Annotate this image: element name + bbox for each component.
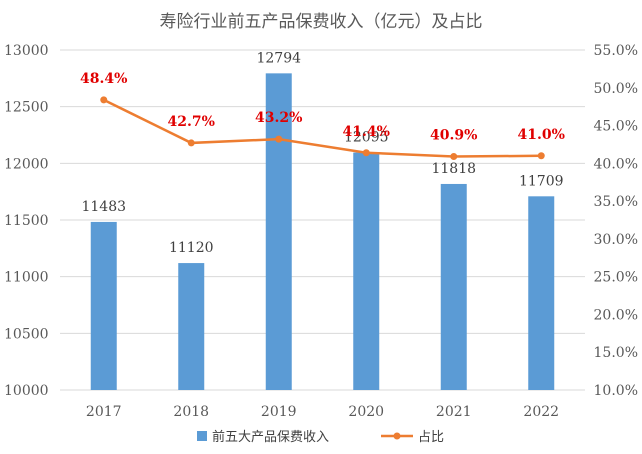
line-series: 48.4% 42.7% 43.2% 41.4% 40.9% 41.0% bbox=[80, 71, 565, 161]
y-right-tick-label: 30.0% bbox=[594, 232, 638, 248]
y-left-tick-label: 10000 bbox=[4, 383, 49, 399]
line-value-label: 41.0% bbox=[518, 127, 565, 143]
bar bbox=[90, 221, 117, 390]
y-right-tick-label: 25.0% bbox=[594, 270, 638, 286]
y-right-tick-label: 15.0% bbox=[594, 345, 638, 361]
y-left-tick-label: 12500 bbox=[4, 100, 49, 116]
bar bbox=[528, 196, 555, 390]
bar-value-label: 12095 bbox=[344, 130, 389, 146]
y-left-tick-label: 11500 bbox=[4, 213, 49, 229]
line-value-label: 43.2% bbox=[255, 110, 302, 126]
y-right-tick-label: 40.0% bbox=[594, 156, 638, 172]
x-tick-label: 2017 bbox=[86, 404, 122, 420]
line-point bbox=[537, 152, 545, 160]
axes: 10000 10500 11000 11500 12000 12500 13000 10.0%… bbox=[4, 43, 638, 420]
y-right-tick-label: 10.0% bbox=[594, 383, 638, 399]
bar-value-label: 12794 bbox=[256, 50, 301, 66]
bar-value-label: 11818 bbox=[431, 161, 476, 177]
y-right-tick-label: 50.0% bbox=[594, 81, 638, 97]
line-point bbox=[187, 139, 195, 147]
line-value-label: 40.9% bbox=[430, 128, 477, 144]
legend: 前五大产品保费收入 占比 bbox=[197, 429, 444, 445]
legend-swatch-bar bbox=[197, 431, 207, 441]
y-left-tick-label: 12000 bbox=[4, 156, 49, 172]
bar bbox=[265, 73, 292, 390]
bar-value-label: 11709 bbox=[519, 173, 564, 189]
y-left-tick-label: 10500 bbox=[4, 326, 49, 342]
bar bbox=[353, 152, 380, 390]
x-tick-label: 2021 bbox=[436, 404, 472, 420]
bar bbox=[178, 263, 205, 390]
line-path bbox=[103, 98, 542, 158]
y-right-tick-label: 20.0% bbox=[594, 307, 638, 323]
line-point bbox=[275, 135, 283, 143]
bar-series: 11483 11120 12794 12095 11818 11709 bbox=[81, 50, 564, 390]
legend-label-line: 占比 bbox=[418, 430, 444, 445]
y-right-tick-label: 35.0% bbox=[594, 194, 638, 210]
y-left-tick-label: 11000 bbox=[4, 270, 49, 286]
line-value-label: 42.7% bbox=[168, 114, 215, 130]
y-right-tick-label: 55.0% bbox=[594, 43, 638, 59]
x-tick-label: 2020 bbox=[348, 404, 384, 420]
line-value-label: 41.4% bbox=[343, 124, 390, 140]
y-right-tick-label: 45.0% bbox=[594, 119, 638, 135]
line-point bbox=[450, 153, 458, 161]
x-tick-label: 2019 bbox=[261, 404, 297, 420]
x-tick-label: 2022 bbox=[523, 404, 559, 420]
x-tick-label: 2018 bbox=[173, 404, 209, 420]
chart-title: 寿险行业前五产品保费收入（亿元）及占比 bbox=[160, 12, 483, 32]
bar bbox=[440, 183, 467, 390]
line-point bbox=[100, 96, 108, 104]
bar-value-label: 11120 bbox=[169, 240, 214, 256]
line-point bbox=[362, 149, 370, 157]
grid bbox=[60, 49, 585, 391]
line-value-label: 48.4% bbox=[80, 71, 127, 87]
bar-value-label: 11483 bbox=[81, 199, 126, 215]
y-left-tick-label: 13000 bbox=[4, 43, 49, 59]
legend-swatch-marker bbox=[393, 432, 401, 440]
legend-label-bar: 前五大产品保费收入 bbox=[212, 429, 329, 445]
